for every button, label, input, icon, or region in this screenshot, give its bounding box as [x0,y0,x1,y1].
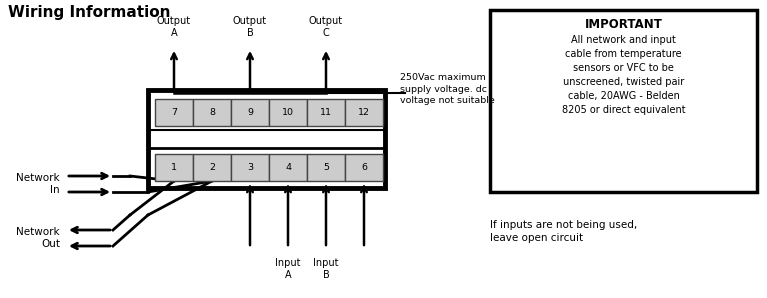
Text: 8: 8 [209,108,215,117]
Text: 11: 11 [320,108,332,117]
Text: Input
B: Input B [313,258,339,280]
Text: 12: 12 [358,108,370,117]
Bar [490,10,757,192]
Text: If inputs are not being used,
leave open circuit: If inputs are not being used, leave open… [490,220,637,243]
Text: Network
In: Network In [16,173,60,195]
Text: 4: 4 [285,163,291,172]
Bar [193,154,231,181]
Text: 9: 9 [247,108,253,117]
Bar [269,99,307,126]
Bar [155,154,193,181]
Text: Output: Output [157,16,191,26]
Bar [155,99,193,126]
Text: Network
Out: Network Out [16,227,60,249]
Text: Wiring Information: Wiring Information [8,5,170,20]
Text: 5: 5 [323,163,329,172]
Text: All network and input
cable from temperature
sensors or VFC to be
unscreened, tw: All network and input cable from tempera… [561,35,685,115]
Bar [307,154,345,181]
Text: 7: 7 [171,108,177,117]
Text: B: B [247,28,253,38]
Text: Output: Output [233,16,267,26]
Bar [269,154,307,181]
Text: 250Vac maximum
supply voltage. dc
voltage not suitable: 250Vac maximum supply voltage. dc voltag… [400,73,495,105]
Bar [345,154,383,181]
Text: C: C [323,28,329,38]
Text: 6: 6 [361,163,367,172]
Bar [231,154,269,181]
Text: IMPORTANT: IMPORTANT [584,18,663,31]
Bar [148,90,385,188]
Text: A: A [171,28,177,38]
Bar [345,99,383,126]
Text: 3: 3 [247,163,253,172]
Bar [307,99,345,126]
Text: Input
A: Input A [275,258,301,280]
Text: 2: 2 [209,163,215,172]
Text: 1: 1 [171,163,177,172]
Bar [231,99,269,126]
Text: 10: 10 [282,108,294,117]
Bar [193,99,231,126]
Text: Output: Output [309,16,343,26]
